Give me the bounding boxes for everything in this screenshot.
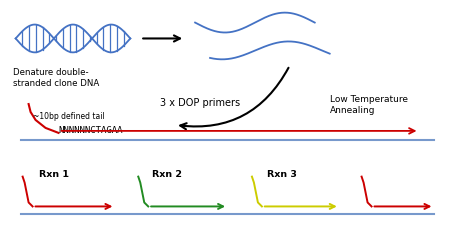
Text: NNNNNNCTAGAA: NNNNNNCTAGAA	[58, 126, 123, 135]
Text: 3 x DOP primers: 3 x DOP primers	[160, 98, 240, 108]
Text: Low Temperature
Annealing: Low Temperature Annealing	[329, 95, 408, 114]
Text: Rxn 1: Rxn 1	[38, 170, 69, 179]
Text: Denature double-
stranded clone DNA: Denature double- stranded clone DNA	[13, 68, 99, 88]
Text: Rxn 3: Rxn 3	[267, 170, 297, 179]
Text: ~10bp defined tail: ~10bp defined tail	[32, 112, 104, 121]
Text: Rxn 2: Rxn 2	[152, 170, 182, 179]
